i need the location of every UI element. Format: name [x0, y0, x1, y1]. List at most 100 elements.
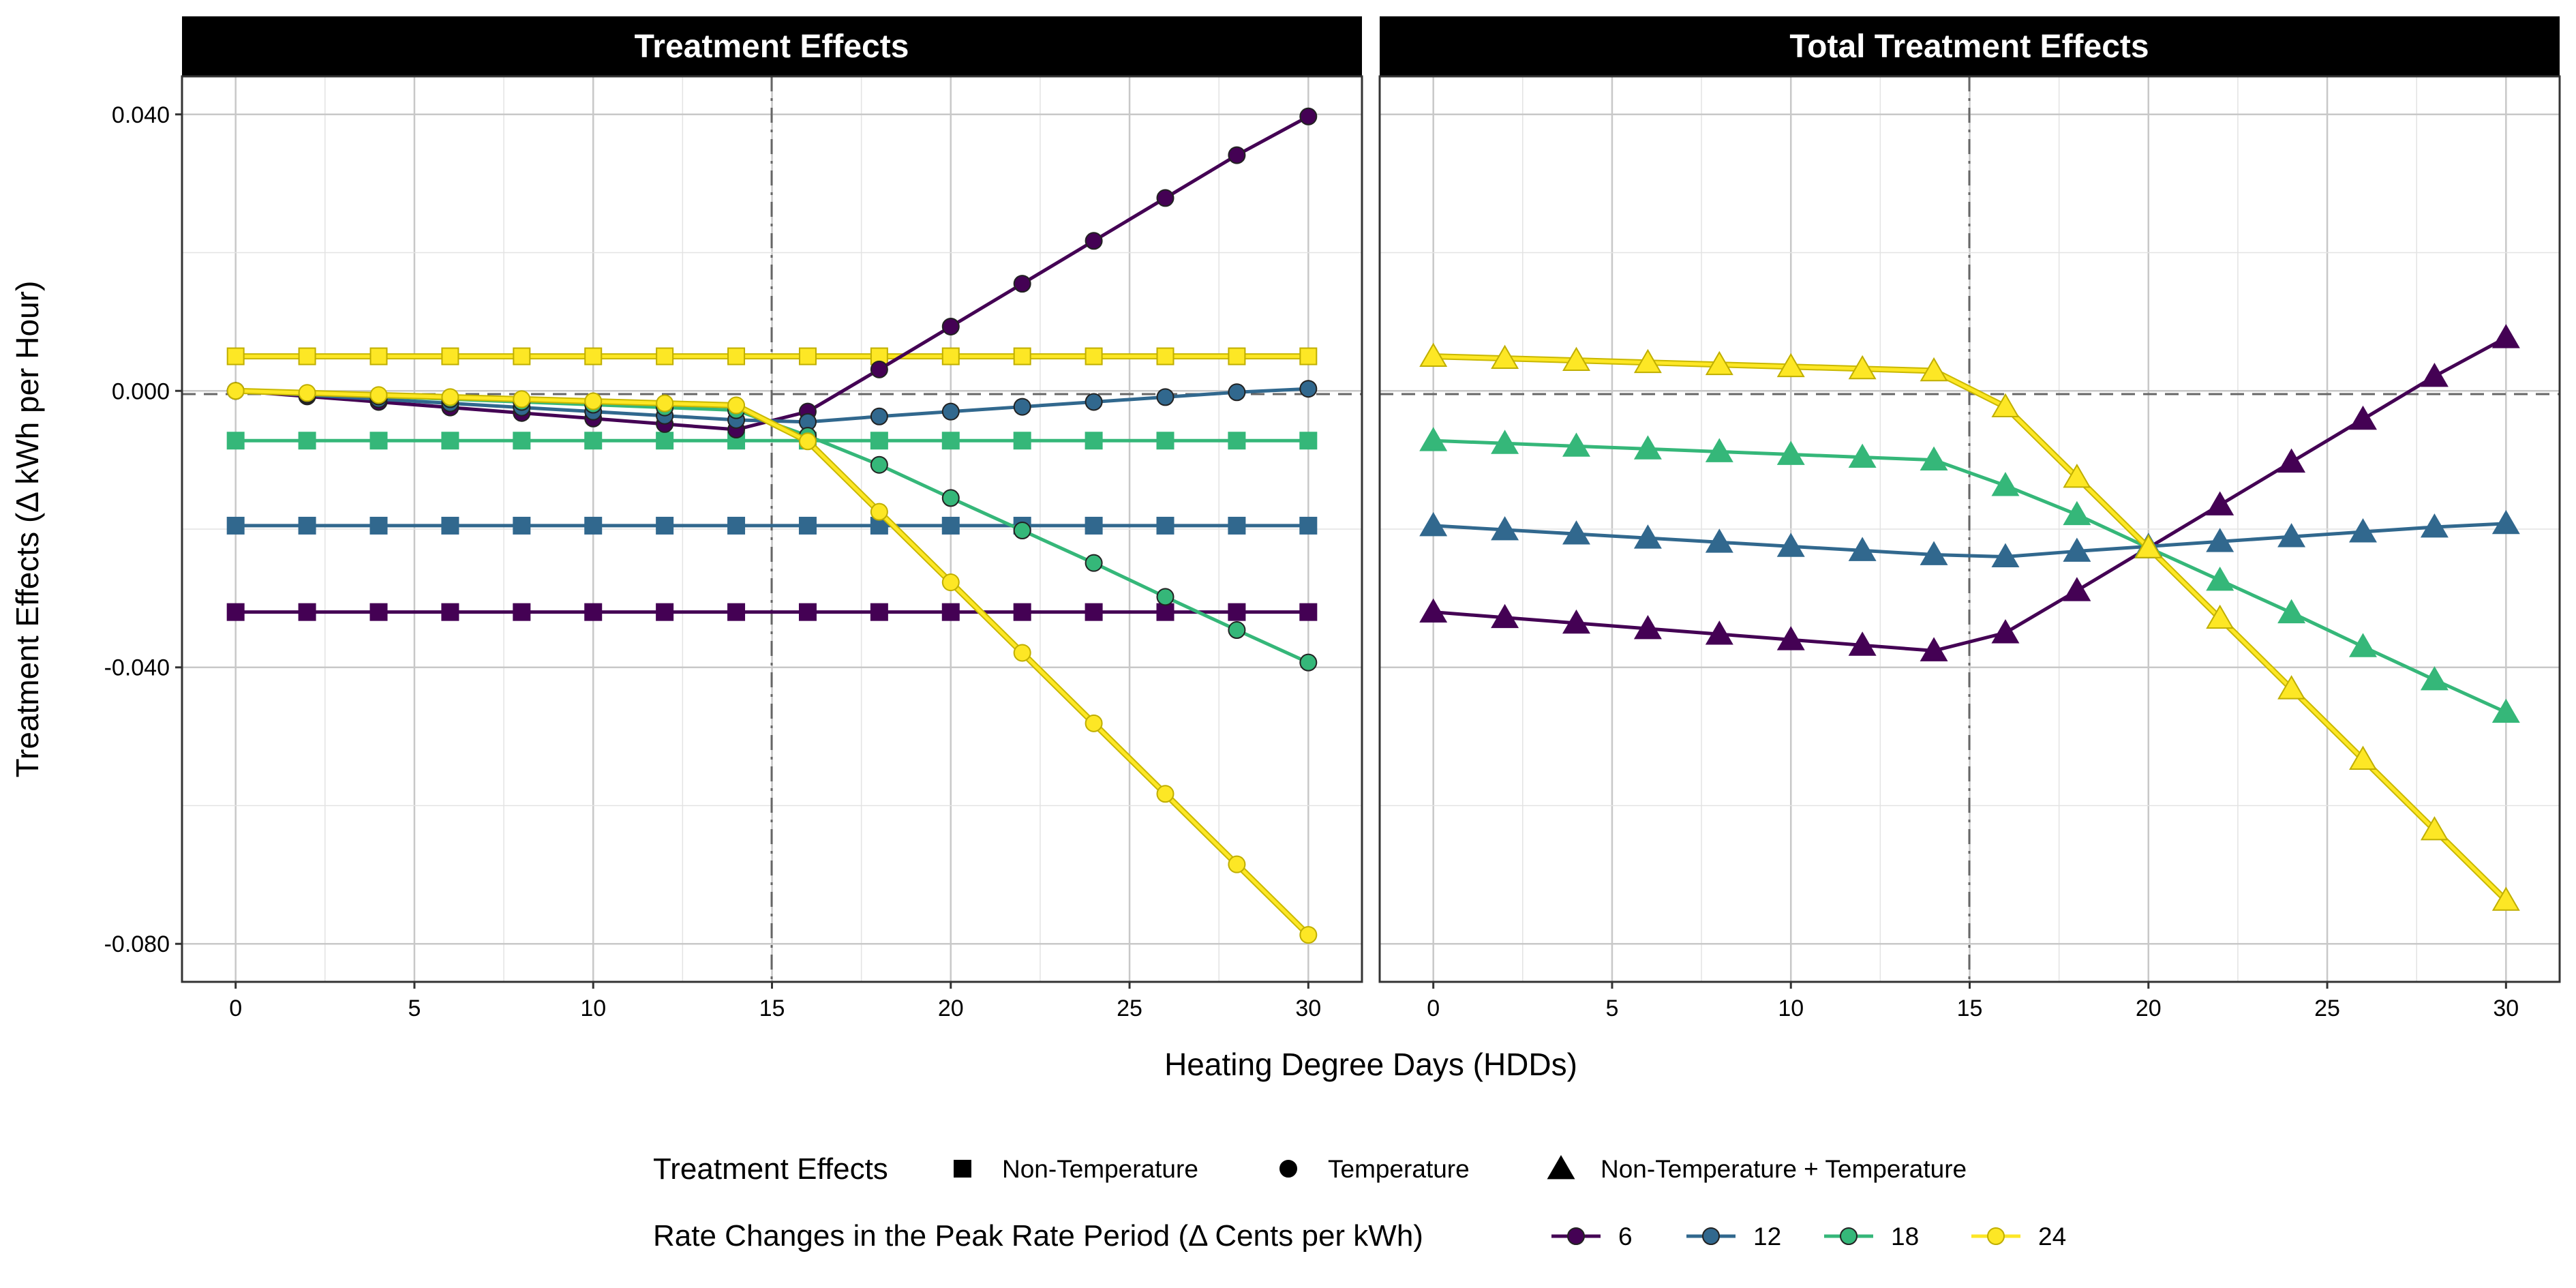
data-point-6-square: [941, 603, 960, 621]
data-point-12-triangle: [1633, 524, 1662, 549]
data-point-24-square: [656, 347, 674, 365]
x-tick-label: 30: [2493, 995, 2519, 1021]
data-point-12-triangle: [2063, 537, 2091, 562]
data-point-18-triangle: [2420, 665, 2449, 691]
data-point-24-circle: [369, 386, 388, 404]
data-point-24-circle: [1299, 926, 1318, 944]
data-point-6-circle: [1156, 189, 1175, 207]
data-point-24-circle: [1013, 644, 1031, 662]
y-axis: 0.040 0.000 -0.040 -0.080: [104, 102, 182, 957]
data-point-6-triangle: [1776, 626, 1805, 650]
data-point-6-square: [513, 603, 531, 621]
x-tick-label: 0: [229, 995, 242, 1021]
series-line-24-circle: [235, 389, 1310, 936]
data-point-18-square: [1013, 432, 1031, 450]
data-point-18-square: [1299, 432, 1318, 450]
data-point-6-square: [798, 603, 817, 621]
data-point-24-circle: [298, 384, 316, 402]
data-point-12-square: [798, 516, 817, 535]
x-axis: 0 5 10 15 20 25 30: [229, 982, 1321, 1021]
data-point-6-square: [1299, 603, 1318, 621]
series-line-24-triangle: [1433, 355, 2508, 902]
data-point-24-triangle: [2491, 886, 2520, 911]
data-point-18-circle: [941, 489, 960, 507]
series-marks: [226, 107, 1318, 944]
data-point-24-circle: [727, 396, 746, 415]
data-point-24-square: [1299, 347, 1318, 365]
legend: Treatment Effects Non-Temperature Tempera…: [653, 1152, 2066, 1253]
x-tick-label: 5: [1605, 995, 1618, 1021]
data-point-24-circle: [870, 503, 888, 521]
data-point-18-triangle: [1491, 430, 1519, 454]
data-point-18-triangle: [2349, 633, 2377, 657]
panel-treatment-effects: Treatment Effects 0 5 10 15 20 25 30: [181, 16, 1363, 1021]
data-point-12-triangle: [1491, 516, 1519, 541]
y-axis-title: Treatment Effects (Δ kWh per Hour): [10, 281, 45, 778]
data-point-24-square: [441, 347, 459, 365]
data-point-24-triangle: [2134, 534, 2163, 558]
data-point-24-triangle: [1705, 350, 1733, 376]
data-point-12-square: [513, 516, 531, 535]
data-point-6-square: [226, 603, 245, 621]
data-point-18-square: [941, 432, 960, 450]
data-point-6-circle: [1085, 232, 1103, 250]
data-point-18-square: [226, 432, 245, 450]
x-tick-label: 10: [1778, 995, 1804, 1021]
data-point-18-square: [584, 432, 603, 450]
data-point-18-triangle: [1991, 472, 2020, 496]
data-point-24-triangle: [1562, 346, 1590, 372]
data-point-24-triangle: [1991, 393, 2020, 417]
data-point-24-square: [584, 347, 603, 365]
data-point-18-triangle: [2491, 698, 2520, 723]
data-point-18-circle: [1085, 554, 1103, 572]
data-point-24-square: [727, 347, 746, 365]
data-point-24-triangle: [1419, 342, 1448, 367]
panel-title: Treatment Effects: [635, 29, 909, 65]
data-point-12-triangle: [1419, 511, 1448, 537]
data-point-12-triangle: [1705, 528, 1733, 553]
data-point-6-square: [727, 603, 746, 621]
data-point-24-circle: [1156, 785, 1175, 803]
data-point-18-circle: [1299, 653, 1318, 672]
data-point-6-square: [298, 603, 316, 621]
data-point-18-circle: [1013, 522, 1031, 540]
data-point-12-square: [1299, 516, 1318, 535]
data-point-12-triangle: [2491, 509, 2520, 535]
legend-color-items: 6 12 18 24: [1551, 1223, 2066, 1250]
data-point-6-circle: [1013, 275, 1031, 293]
data-point-24-square: [1013, 347, 1031, 365]
legend-key-triangle: [1547, 1155, 1575, 1180]
y-tick-label: -0.040: [104, 655, 170, 681]
data-point-24-square: [226, 347, 245, 365]
legend-label: 18: [1891, 1223, 1919, 1250]
legend-label: Temperature: [1328, 1155, 1470, 1183]
data-point-12-square: [1228, 516, 1246, 535]
legend-key-square: [954, 1160, 971, 1178]
legend-label: 24: [2038, 1223, 2066, 1250]
data-point-24-circle: [1228, 855, 1246, 873]
data-point-24-circle: [656, 394, 674, 413]
data-point-24-square: [941, 347, 960, 365]
data-point-12-square: [656, 516, 674, 535]
data-point-24-triangle: [1920, 357, 1948, 382]
x-tick-label: 0: [1427, 995, 1440, 1021]
data-point-6-circle: [941, 317, 960, 335]
legend-color-key-6: [1567, 1227, 1585, 1245]
x-axis: 0 5 10 15 20 25 30: [1427, 982, 2519, 1021]
data-point-12-square: [441, 516, 459, 535]
data-point-6-triangle: [2491, 324, 2520, 348]
data-point-12-triangle: [2277, 523, 2306, 548]
data-point-6-square: [1156, 603, 1175, 621]
data-point-6-triangle: [1562, 609, 1590, 634]
data-point-12-square: [369, 516, 388, 535]
data-point-12-circle: [1156, 388, 1175, 406]
data-point-24-square: [1085, 347, 1103, 365]
data-point-12-triangle: [2349, 518, 2377, 543]
data-point-24-circle: [798, 432, 817, 451]
data-point-6-triangle: [1991, 619, 2020, 644]
data-point-24-triangle: [2206, 604, 2234, 629]
data-point-18-square: [1085, 432, 1103, 450]
x-tick-label: 15: [1957, 995, 1983, 1021]
y-tick-label: -0.080: [104, 931, 170, 957]
